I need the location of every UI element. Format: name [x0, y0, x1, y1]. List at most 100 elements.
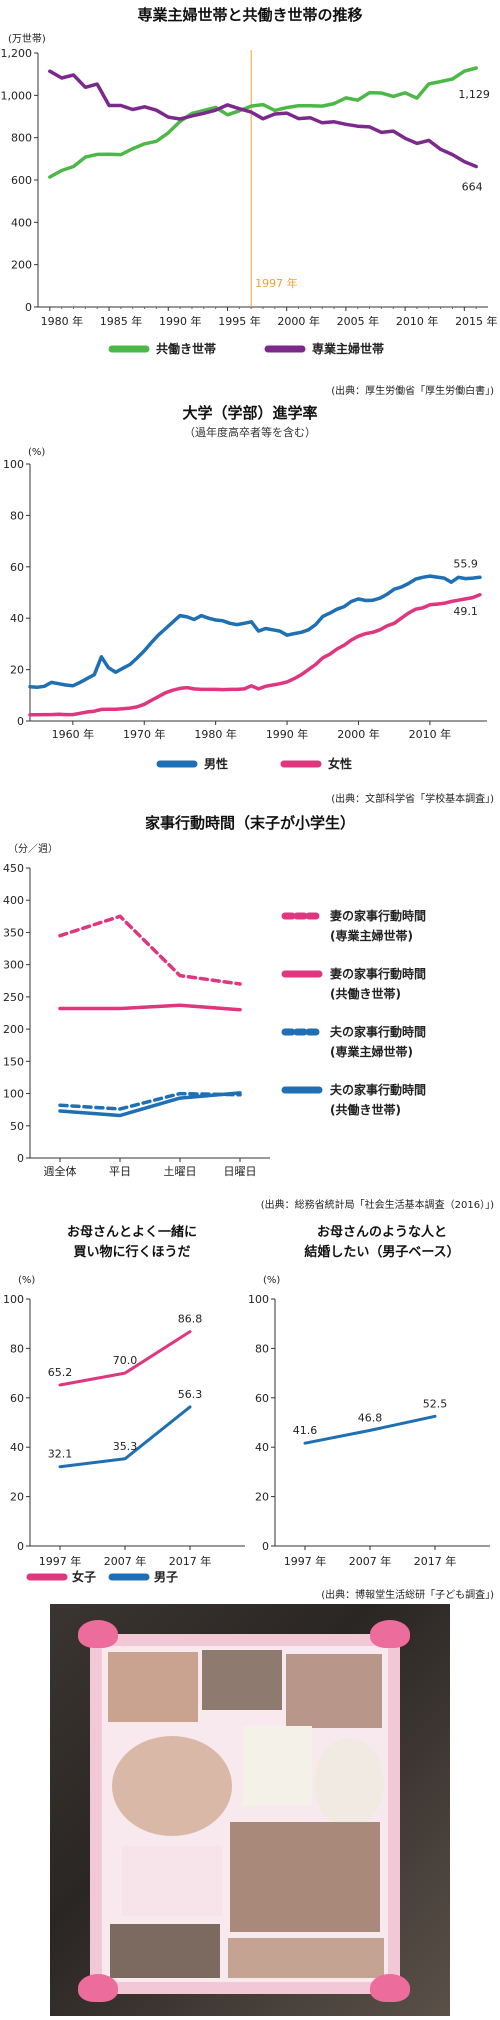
y-tick-label: 40: [10, 612, 24, 625]
collage-photo: [242, 1726, 312, 1806]
shopping-chart-y-tick-label: 20: [10, 1491, 24, 1504]
marry-chart-y-tick-label: 20: [255, 1491, 269, 1504]
x-tick-label: 1985 年: [100, 314, 143, 328]
x-tick-label: 1995 年: [218, 314, 261, 328]
pink-frame: [90, 1634, 400, 1994]
collage-photo: [110, 1924, 220, 1978]
shopping-chart-data-label: 65.2: [48, 1366, 73, 1379]
ribbon-bow: [370, 1974, 410, 2002]
y-tick-label: 200: [11, 259, 32, 272]
x-tick-label: 日曜日: [224, 1165, 257, 1178]
shopping-chart-y-tick-label: 100: [3, 1293, 24, 1306]
photo-collage-frame: [50, 1604, 450, 2016]
marry-chart-y-tick-label: 80: [255, 1342, 269, 1355]
series-line-male: [28, 574, 482, 690]
legend-sublabel-2: (共働き世帯): [330, 986, 401, 1001]
y-tick-label: 20: [10, 664, 24, 677]
chart-households: 専業主婦世帯と共働き世帯の推移 (万世帯) 0 200 400 600 800 1,000 1,…: [0, 0, 500, 400]
source-note: (出典：文部科学省「学校基本調査」): [331, 792, 494, 805]
marry-chart-series-line-1: [303, 1414, 437, 1445]
y-tick-label: 400: [3, 894, 24, 907]
shopping-chart-y-tick-label: 0: [17, 1540, 24, 1553]
legend-label-3: 夫の家事行動時間: [329, 1024, 426, 1039]
marry-chart-title-line2: 結婚したい（男子ベース）: [304, 1244, 459, 1260]
y-tick-label: 100: [3, 458, 24, 471]
x-tick-label: 1990 年: [159, 314, 202, 328]
series-line-dual-income: [48, 66, 478, 179]
y-tick-label: 150: [3, 1055, 24, 1068]
end-value-female: 49.1: [453, 605, 478, 618]
marry-chart-y-tick-label: 40: [255, 1441, 269, 1454]
y-tick-label: 1,200: [1, 47, 33, 60]
x-tick-label: 平日: [109, 1165, 131, 1178]
ribbon-bow: [370, 1620, 410, 1648]
marker-label-1997: 1997 年: [255, 276, 298, 290]
source-note: (出典：総務省統計局「社会生活基本調査（2016）」): [261, 1198, 494, 1211]
x-tick-label: 2010 年: [396, 314, 439, 328]
shopping-chart-title-line1: お母さんとよく一緒に: [67, 1224, 197, 1240]
y-tick-label: 200: [3, 1023, 24, 1036]
chart-survey-pair: お母さんとよく一緒に 買い物に行くほうだ (%) 0 20 40 60 80 100 1997 年…: [0, 1220, 500, 1604]
x-tick-label: 2015 年: [455, 314, 498, 328]
legend-label-boys: 男子: [154, 1570, 178, 1584]
shopping-chart-data-label: 32.1: [48, 1448, 73, 1461]
series-line-1: [58, 914, 242, 986]
collage-photo: [108, 1652, 198, 1722]
shopping-chart-data-label: 70.0: [113, 1354, 138, 1367]
y-tick-label: 300: [3, 959, 24, 972]
ribbon-bow: [78, 1974, 118, 2002]
y-tick-label: 800: [11, 132, 32, 145]
marry-chart-y-unit-label: (%): [263, 1275, 280, 1286]
marry-chart-title-line1: お母さんのような人と: [317, 1224, 447, 1240]
marry-chart-y-tick-label: 100: [248, 1293, 269, 1306]
chart-title: 専業主婦世帯と共働き世帯の推移: [137, 6, 362, 24]
source-note: (出典：博報堂生活総研「子ども調査」): [321, 1588, 494, 1601]
shopping-chart-x-tick-label: 2017 年: [169, 1554, 212, 1568]
x-tick-label: 1980 年: [41, 314, 84, 328]
legend-sublabel-4: (共働き世帯): [330, 1102, 401, 1117]
collage-photo: [314, 1738, 384, 1828]
chart-university-rate-svg: 大学（学部）進学率 （過年度高卒者等を含む） (%) 0 20 40 60 80 100 1960…: [3, 404, 494, 805]
marry-chart-y-tick-label: 60: [255, 1392, 269, 1405]
y-tick-label: 60: [10, 561, 24, 574]
x-tick-label: 2010 年: [409, 727, 452, 741]
shopping-chart-x-tick-label: 2007 年: [104, 1554, 147, 1568]
shopping-chart-y-tick-label: 40: [10, 1441, 24, 1454]
collage-photo: [228, 1938, 384, 1978]
y-unit-label: (%): [28, 447, 45, 458]
marry-chart-x-tick-label: 1997 年: [284, 1554, 327, 1568]
legend-sublabel-1: (専業主婦世帯): [330, 928, 413, 943]
y-tick-label: 0: [25, 301, 32, 314]
chart-housework-time: 家事行動時間（末子が小学生） （分／週） 0 50 100 150 200 250 300 350…: [0, 810, 500, 1220]
chart-housework-time-svg: 家事行動時間（末子が小学生） （分／週） 0 50 100 150 200 250 300 350…: [3, 814, 494, 1211]
y-tick-label: 600: [11, 174, 32, 187]
x-tick-label: 週全体: [44, 1164, 77, 1178]
chart-subtitle: （過年度高卒者等を含む）: [184, 425, 316, 439]
y-tick-label: 80: [10, 509, 24, 522]
marry-chart-x-tick-label: 2017 年: [414, 1554, 457, 1568]
end-value-housewife: 664: [462, 180, 483, 193]
y-tick-label: 450: [3, 862, 24, 875]
x-tick-label: 1990 年: [266, 727, 309, 741]
y-tick-label: 350: [3, 926, 24, 939]
marry-chart-x-tick-label: 2007 年: [349, 1554, 392, 1568]
chart-university-rate: 大学（学部）進学率 （過年度高卒者等を含む） (%) 0 20 40 60 80 100 1960…: [0, 400, 500, 810]
x-tick-label: 2005 年: [337, 314, 380, 328]
series-line-housewife: [48, 69, 478, 169]
collage-photo: [112, 1736, 232, 1836]
shopping-chart-title-line2: 買い物に行くほうだ: [73, 1244, 190, 1260]
legend-label-male: 男性: [204, 756, 228, 771]
legend-label-dual-income: 共働き世帯: [156, 341, 216, 356]
legend-label-housewife: 専業主婦世帯: [312, 341, 384, 356]
collage-photo: [286, 1654, 382, 1728]
shopping-chart-y-tick-label: 60: [10, 1392, 24, 1405]
end-value-male: 55.9: [453, 557, 478, 570]
shopping-chart-data-label: 86.8: [178, 1313, 203, 1326]
shopping-chart-y-unit-label: (%): [18, 1275, 35, 1286]
ribbon-bow: [78, 1620, 118, 1648]
source-note: (出典：厚生労働省「厚生労働白書」): [331, 384, 494, 397]
series-line-female: [28, 593, 482, 717]
x-tick-label: 1970 年: [123, 727, 166, 741]
collage-photo: [122, 1846, 222, 1916]
